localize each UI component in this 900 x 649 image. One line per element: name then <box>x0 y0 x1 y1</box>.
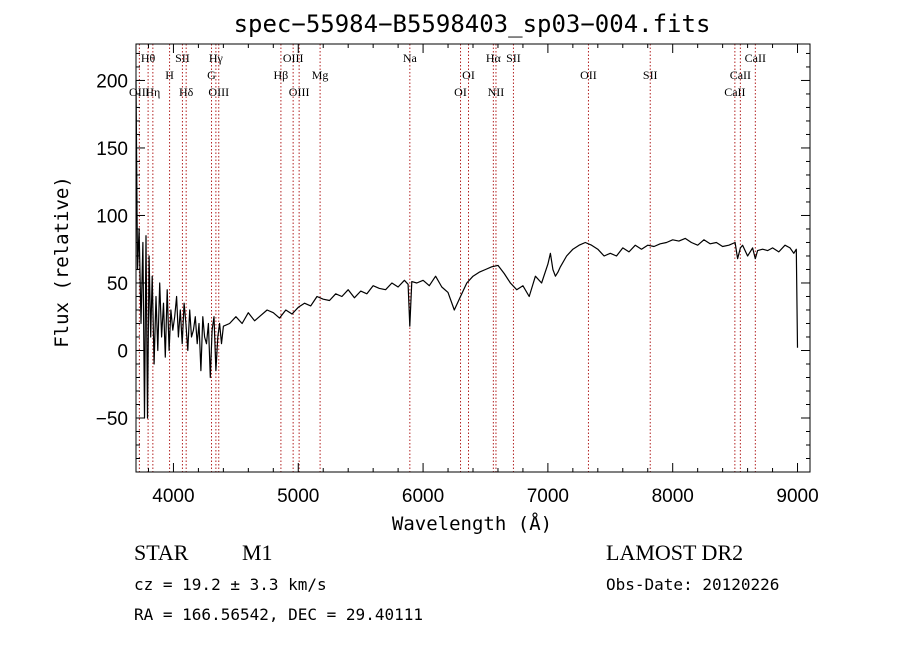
x-axis-label: Wavelength (Å) <box>392 512 552 535</box>
coordinates-readout: RA = 166.56542, DEC = 29.40111 <box>134 605 423 624</box>
plot-frame <box>135 43 811 473</box>
spectral-line-label: CaII <box>730 68 751 82</box>
spectral-line-label: SII <box>643 68 658 82</box>
x-tick-label: 9000 <box>776 486 818 507</box>
spectral-line-label: SII <box>175 51 190 65</box>
spectral-line-label: SII <box>506 51 521 65</box>
spectral-line-label: OIII <box>289 85 310 99</box>
y-tick-label: 50 <box>107 274 128 295</box>
object-subclass: M1 <box>242 540 273 565</box>
spectral-line-label: NII <box>488 85 505 99</box>
y-tick-label: 100 <box>96 206 128 227</box>
spectral-line-labels: HθOIIIHηHSIIHδHγGOIIIOIIIHβOIIIMgNaOIOIH… <box>129 51 766 99</box>
spectral-line-label: OIII <box>129 85 150 99</box>
y-tick-label: −50 <box>96 409 128 430</box>
spectral-line-label: Na <box>403 51 418 65</box>
x-tick-label: 6000 <box>402 486 444 507</box>
spectral-line-label: Hβ <box>274 68 289 82</box>
spectrum-series-line <box>135 80 799 419</box>
y-axis-ticks: −50 0 50 100 150 200 <box>96 52 810 459</box>
spectral-line-label: G <box>207 68 216 82</box>
spectral-line-label: CaII <box>745 51 766 65</box>
x-tick-label: 4000 <box>152 486 194 507</box>
y-tick-label: 200 <box>96 71 128 92</box>
observation-date: Obs-Date: 20120226 <box>606 575 779 594</box>
spectral-line-markers <box>138 44 756 472</box>
chart-title: spec−55984−B5598403_sp03−004.fits <box>234 10 711 38</box>
spectral-line-label: OIII <box>208 85 229 99</box>
spectral-line-label: CaII <box>724 85 745 99</box>
spectral-line-label: Hη <box>145 85 160 99</box>
object-class: STAR <box>134 540 189 565</box>
y-tick-label: 150 <box>96 139 128 160</box>
spectral-line-label: OI <box>462 68 475 82</box>
y-axis-label: Flux (relative) <box>51 176 73 348</box>
spectral-line-label: Hδ <box>179 85 194 99</box>
spectral-line-label: Hγ <box>209 51 224 65</box>
x-axis-ticks: 4000 5000 6000 7000 8000 9000 <box>147 44 819 507</box>
x-tick-label: 8000 <box>652 486 694 507</box>
spectral-line-label: H <box>165 68 174 82</box>
x-tick-label: 5000 <box>277 486 319 507</box>
y-tick-label: 0 <box>117 341 128 362</box>
spectral-line-label: OII <box>580 68 597 82</box>
survey-label: LAMOST DR2 <box>606 540 743 565</box>
spectral-line-label: OI <box>454 85 467 99</box>
spectral-line-label: Hα <box>486 51 502 65</box>
redshift-readout: cz = 19.2 ± 3.3 km/s <box>134 575 327 594</box>
spectral-line-label: OIII <box>283 51 304 65</box>
spectral-line-label: Mg <box>312 68 329 82</box>
x-tick-label: 7000 <box>527 486 569 507</box>
spectral-line-label: Hθ <box>141 51 156 65</box>
